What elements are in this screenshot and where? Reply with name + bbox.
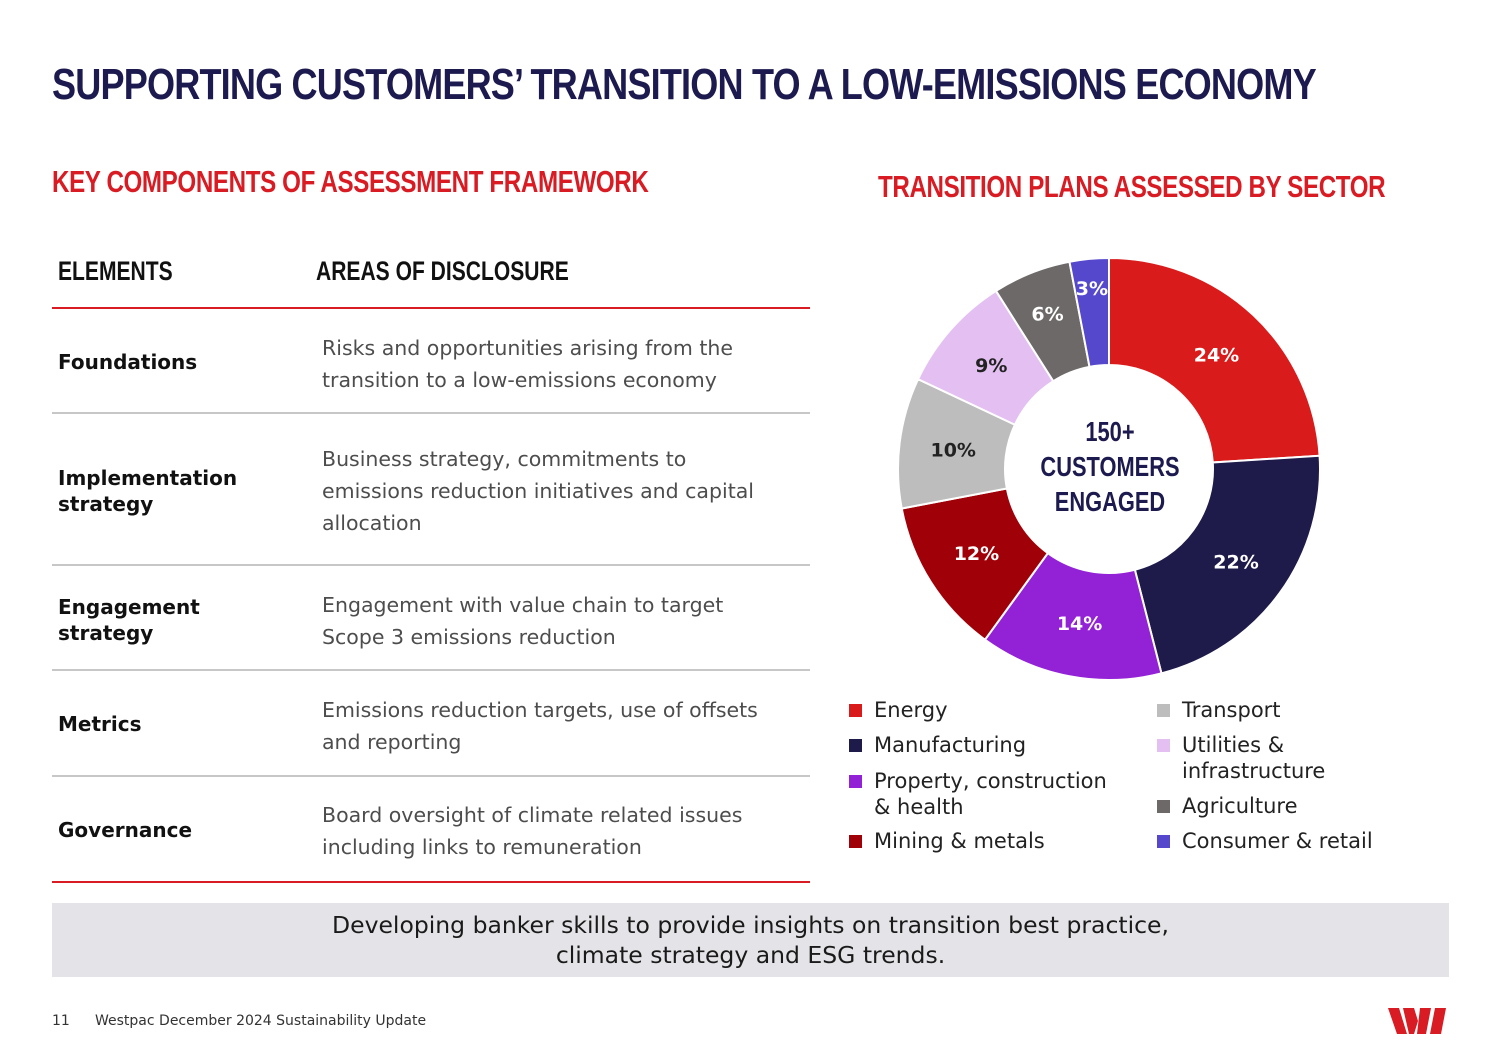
row-area: Engagement with value chain to target Sc… xyxy=(322,593,724,649)
column-header-areas: AREAS OF DISCLOSURE xyxy=(316,256,569,286)
row-element: Implementation strategy xyxy=(58,466,238,516)
column-header-elements: ELEMENTS xyxy=(58,256,173,286)
row-area: Emissions reduction targets, use of offs… xyxy=(322,698,758,754)
legend-label: Consumer & retail xyxy=(1182,829,1373,853)
legend-label: Manufacturing xyxy=(874,733,1027,757)
row-element: Engagement strategy xyxy=(58,595,200,645)
legend-swatch xyxy=(849,775,862,788)
sector-chart-heading: TRANSITION PLANS ASSESSED BY SECTOR xyxy=(878,169,1386,204)
slice-label: 14% xyxy=(1057,613,1102,635)
legend-label: Property, construction & health xyxy=(874,769,1107,819)
legend-label: Agriculture xyxy=(1182,794,1298,818)
page-title: SUPPORTING CUSTOMERS’ TRANSITION TO A LO… xyxy=(52,60,1317,109)
donut-slice xyxy=(983,551,1163,681)
sector-donut-chart: 24% 22% 14% 12% 10% 9% 6% 3% xyxy=(897,256,1321,681)
slice-label: 6% xyxy=(1031,304,1063,326)
center-line: ENGAGED xyxy=(1054,486,1166,517)
slice-label: 3% xyxy=(1076,278,1108,300)
slice-label: 12% xyxy=(954,543,999,565)
legend-item: Mining & metals xyxy=(849,828,1045,854)
slice-label: 9% xyxy=(975,355,1007,377)
legend-swatch xyxy=(849,739,862,752)
row-area: Risks and opportunities arising from the… xyxy=(322,336,734,392)
legend-item: Consumer & retail xyxy=(1157,828,1373,854)
banner-line: Developing banker skills to provide insi… xyxy=(332,911,1169,939)
legend-item: Energy xyxy=(849,697,948,723)
legend-swatch xyxy=(1157,704,1170,717)
slice-label: 22% xyxy=(1213,551,1258,573)
logo-stroke xyxy=(1430,1008,1446,1034)
legend-swatch xyxy=(849,704,862,717)
row-divider xyxy=(52,564,810,566)
legend-item: Manufacturing xyxy=(849,732,1026,758)
row-area: Business strategy, commitments to emissi… xyxy=(322,447,754,535)
legend-swatch xyxy=(1157,739,1170,752)
row-divider xyxy=(52,775,810,777)
framework-heading: KEY COMPONENTS OF ASSESSMENT FRAMEWORK xyxy=(52,164,649,199)
row-divider xyxy=(52,669,810,671)
donut-center-label: 150+ CUSTOMERS ENGAGED xyxy=(1010,414,1210,519)
donut-slice xyxy=(1108,256,1321,464)
row-element: Foundations xyxy=(58,350,198,374)
legend-label: Mining & metals xyxy=(874,829,1045,853)
table-bottom-rule xyxy=(52,881,810,883)
legend-label: Energy xyxy=(874,698,948,722)
skills-banner: Developing banker skills to provide insi… xyxy=(52,903,1449,977)
donut-slice xyxy=(1068,256,1110,369)
table-top-rule xyxy=(52,307,810,309)
logo-stroke xyxy=(1388,1008,1407,1034)
banner-line: climate strategy and ESG trends. xyxy=(555,941,946,969)
legend-swatch xyxy=(1157,800,1170,813)
legend-label: Transport xyxy=(1182,698,1281,722)
legend-swatch xyxy=(849,835,862,848)
legend-item: Utilities & infrastructure xyxy=(1157,732,1362,784)
legend-swatch xyxy=(1157,835,1170,848)
row-divider xyxy=(52,412,810,414)
slice-label: 10% xyxy=(930,439,975,461)
center-line: CUSTOMERS xyxy=(1040,451,1180,482)
page-number: 11 xyxy=(52,1013,70,1029)
donut-slice xyxy=(1133,454,1321,675)
westpac-logo xyxy=(1388,1008,1446,1034)
slice-label: 24% xyxy=(1194,345,1239,367)
legend-item: Transport xyxy=(1157,697,1281,723)
legend-label: Utilities & infrastructure xyxy=(1182,733,1326,783)
center-line: 150+ xyxy=(1085,416,1135,447)
row-element: Governance xyxy=(58,818,193,842)
legend-item: Property, construction & health xyxy=(849,768,1124,820)
legend-item: Agriculture xyxy=(1157,793,1298,819)
row-area: Board oversight of climate related issue… xyxy=(322,803,743,859)
footer-text: Westpac December 2024 Sustainability Upd… xyxy=(95,1013,427,1029)
logo-stroke xyxy=(1417,1008,1431,1034)
row-element: Metrics xyxy=(58,712,142,736)
logo-stroke xyxy=(1403,1008,1418,1034)
